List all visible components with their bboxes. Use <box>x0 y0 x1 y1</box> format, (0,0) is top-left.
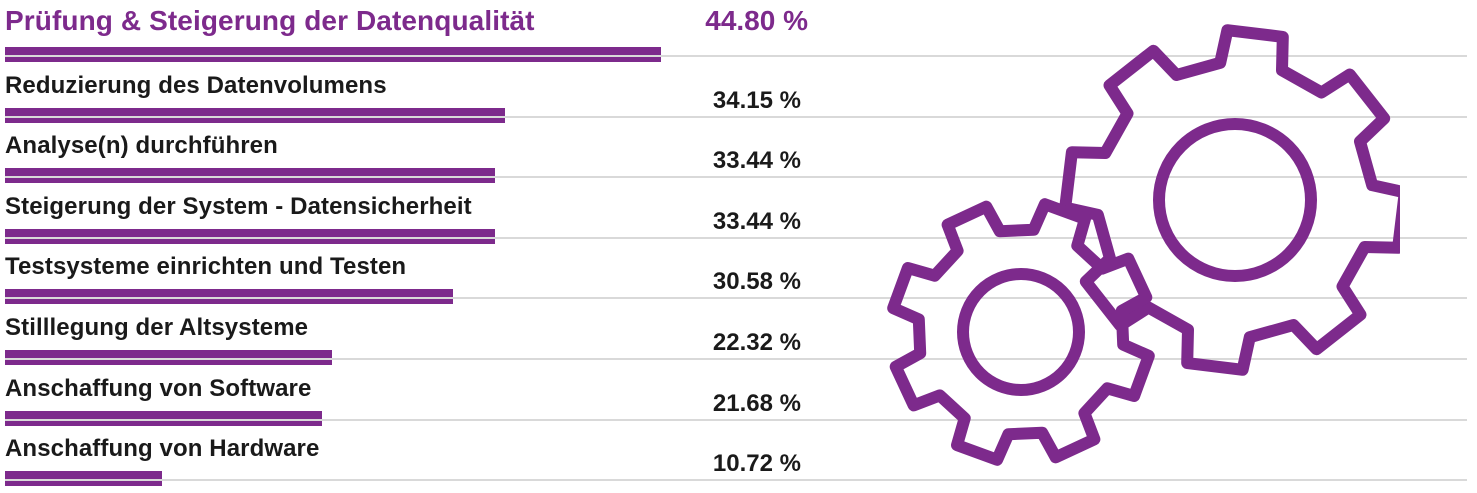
gridline <box>5 55 1467 57</box>
gridline <box>5 358 1467 360</box>
bar <box>5 168 495 184</box>
gridline <box>5 418 1467 421</box>
bar <box>5 228 495 244</box>
bar <box>5 47 661 62</box>
category-label: Stilllegung der Altsysteme <box>5 314 309 341</box>
value-label: 33.44 % <box>712 207 801 235</box>
gears-icon <box>887 24 1400 466</box>
category-label: Anschaffung von Hardware <box>5 435 320 463</box>
gridline <box>5 297 1467 300</box>
bar <box>5 350 332 365</box>
large-gear-icon <box>1059 24 1400 376</box>
category-label: Anschaffung von Software <box>5 374 312 402</box>
gridline <box>5 115 1467 118</box>
small-gear-icon <box>887 198 1155 466</box>
bar <box>5 107 505 123</box>
category-label: Testsysteme einrichten und Testen <box>5 253 407 281</box>
value-label: 22.32 % <box>712 329 801 356</box>
category-label: Reduzierung des Datenvolumens <box>5 71 387 99</box>
bar <box>5 471 162 487</box>
gridline <box>5 176 1467 179</box>
small-gear-icon-hole <box>957 268 1085 396</box>
value-label: 30.58 % <box>712 268 801 296</box>
value-label: 10.72 % <box>712 450 801 478</box>
category-label: Analyse(n) durchführen <box>5 132 278 160</box>
large-gear-icon-hole <box>1153 118 1317 282</box>
gridline <box>5 236 1467 239</box>
bar <box>5 410 322 426</box>
gridline <box>5 479 1467 482</box>
bar <box>5 289 453 305</box>
value-label: 44.80 % <box>705 5 808 36</box>
category-label: Steigerung der System - Datensicherheit <box>5 192 472 220</box>
value-label: 21.68 % <box>712 389 801 417</box>
value-label: 34.15 % <box>712 86 801 114</box>
category-label: Prüfung & Steigerung der Datenqualität <box>5 5 535 36</box>
value-label: 33.44 % <box>712 147 801 175</box>
